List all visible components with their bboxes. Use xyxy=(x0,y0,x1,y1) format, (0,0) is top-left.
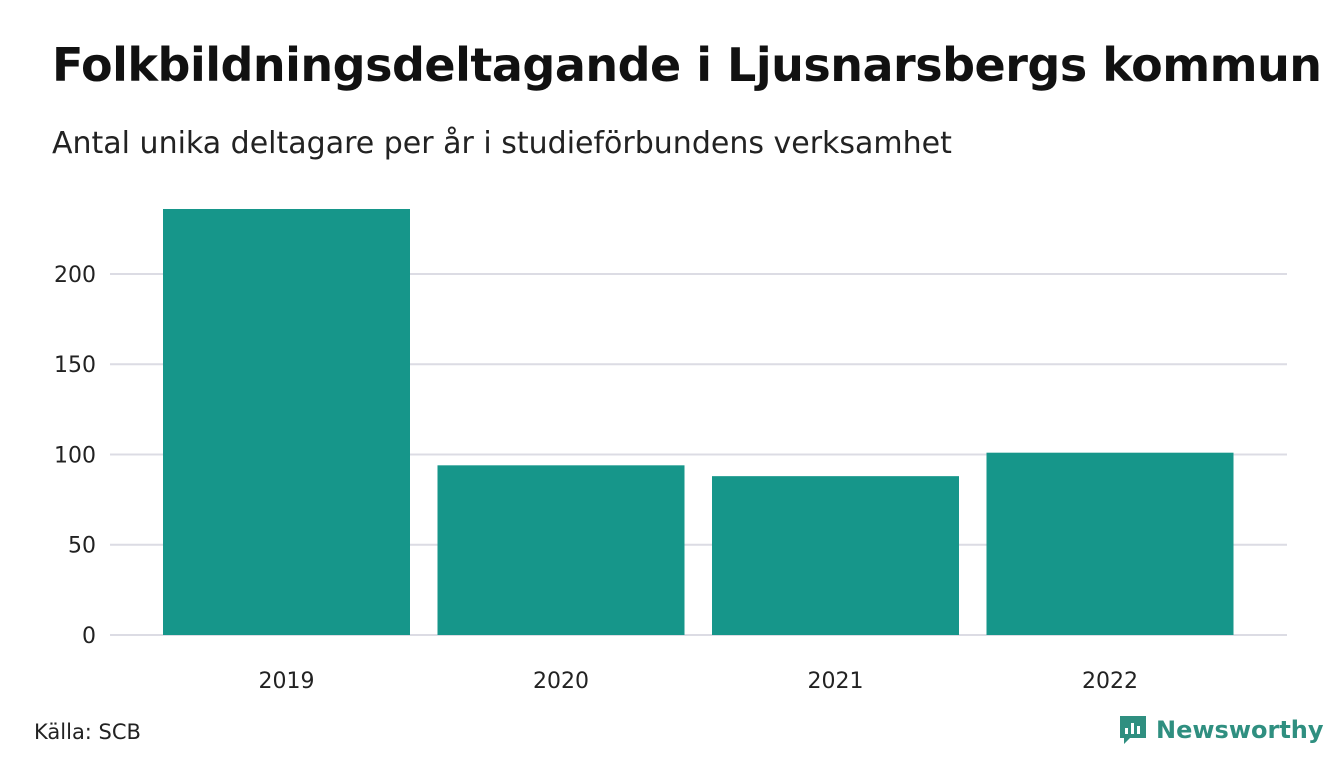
y-tick-label: 50 xyxy=(68,534,96,559)
bar-2019 xyxy=(163,209,410,635)
y-tick-label: 0 xyxy=(82,624,96,649)
brand-name: Newsworthy xyxy=(1156,716,1324,744)
x-axis-ticks: 2019 2020 2021 2022 xyxy=(259,669,1139,694)
bar-2022 xyxy=(986,452,1234,635)
bar-2020 xyxy=(437,465,685,635)
y-tick-label: 200 xyxy=(54,263,96,288)
chart-subtitle: Antal unika deltagare per år i studieför… xyxy=(52,126,952,161)
bar-2021 xyxy=(712,476,959,635)
y-axis-ticks: 0 50 100 150 200 xyxy=(54,263,96,649)
y-tick-label: 100 xyxy=(54,443,96,468)
source-note: Källa: SCB xyxy=(34,720,141,744)
x-tick-label: 2022 xyxy=(1082,669,1138,694)
y-tick-label: 150 xyxy=(54,353,96,378)
x-tick-label: 2020 xyxy=(533,669,589,694)
x-tick-label: 2021 xyxy=(808,669,864,694)
x-tick-label: 2019 xyxy=(259,669,315,694)
bars xyxy=(163,209,1234,635)
chart-title: Folkbildningsdeltagande i Ljusnarsbergs … xyxy=(52,38,1322,92)
brand-logo: Newsworthy xyxy=(1118,714,1324,746)
bar-chart-speech-bubble-icon xyxy=(1120,716,1146,744)
